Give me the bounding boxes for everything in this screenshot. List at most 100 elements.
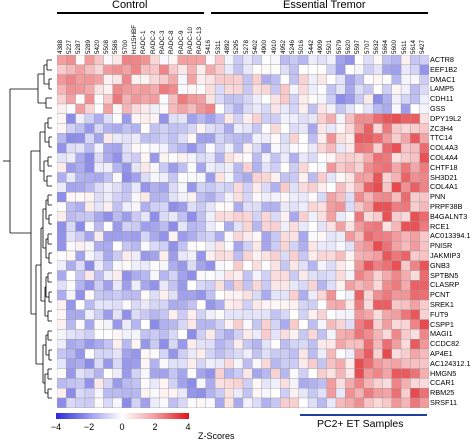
heatmap-cell [242, 94, 253, 105]
heatmap-cell [419, 388, 429, 399]
heatmap-cell [354, 162, 365, 173]
heatmap-cell [75, 290, 86, 301]
gene-label: RBM25 [430, 388, 455, 398]
heatmap-cell [335, 113, 346, 124]
heatmap-cell [187, 280, 197, 291]
heatmap-cell [410, 397, 420, 408]
heatmap-cell [84, 329, 95, 340]
heatmap-cell [242, 143, 253, 154]
heatmap-cell [75, 348, 86, 359]
heatmap-cell [196, 143, 206, 154]
heatmap-cell [214, 211, 225, 222]
heatmap-cell [335, 368, 346, 379]
heatmap-cell [75, 358, 86, 369]
heatmap-cell [419, 143, 429, 154]
heatmap-cell [391, 84, 402, 95]
heatmap-cell [242, 348, 253, 359]
heatmap-cell [307, 378, 318, 389]
heatmap-cell [121, 201, 132, 212]
heatmap-cell [149, 309, 160, 320]
heatmap-cell [149, 192, 160, 203]
heatmap-cell [131, 143, 141, 154]
heatmap-cell [307, 221, 318, 232]
heatmap-cell [196, 270, 206, 281]
heatmap-cell [419, 74, 429, 85]
heatmap-cell [410, 64, 420, 75]
heatmap-cell [391, 358, 402, 369]
heatmap-cell [233, 94, 244, 105]
heatmap-cell [289, 84, 299, 95]
heatmap-cell [363, 378, 374, 389]
heatmap-cell [131, 133, 141, 144]
heatmap-cell [224, 368, 234, 379]
heatmap-cell [261, 270, 272, 281]
heatmap-cell [84, 84, 95, 95]
heatmap-cell [261, 260, 272, 271]
sample-label: 5614 [410, 39, 418, 54]
heatmap-cell [149, 221, 160, 232]
heatmap-cell [298, 329, 309, 340]
heatmap-cell [94, 270, 104, 281]
heatmap-cell [57, 64, 67, 75]
heatmap-cell [317, 241, 327, 252]
heatmap-cell [307, 192, 318, 203]
heatmap-cell [112, 397, 123, 408]
heatmap-cell [354, 241, 365, 252]
gene-label: CHTF18 [430, 162, 458, 172]
heatmap-cell [103, 192, 113, 203]
heatmap-cell [75, 94, 86, 105]
sample-label: 5632 [372, 39, 380, 54]
heatmap-cell [298, 172, 309, 183]
heatmap-cell [224, 348, 234, 359]
heatmap-cell [75, 299, 86, 310]
heatmap-cell [75, 74, 86, 85]
heatmap-cell [140, 329, 151, 340]
heatmap-cell [298, 152, 309, 163]
heatmap-cell [233, 74, 244, 85]
heatmap-cell [84, 358, 95, 369]
heatmap-cell [233, 290, 244, 301]
heatmap-cell [270, 55, 281, 65]
heatmap-cell [140, 260, 151, 271]
heatmap-cell [363, 143, 374, 154]
heatmap-cell [224, 133, 234, 144]
heatmap-cell [168, 152, 179, 163]
heatmap-cell [289, 388, 299, 399]
heatmap-cell [419, 84, 429, 95]
heatmap-cell [317, 280, 327, 291]
heatmap-cell [159, 113, 169, 124]
heatmap-cell [187, 231, 197, 242]
heatmap-cell [261, 55, 272, 65]
heatmap-cell [84, 309, 95, 320]
heatmap-cell [373, 260, 383, 271]
heatmap-cell [363, 319, 374, 330]
heatmap-cell [270, 221, 281, 232]
heatmap-cell [140, 172, 151, 183]
heatmap-cell [94, 192, 104, 203]
heatmap-cell [177, 378, 188, 389]
gene-label: B4GALNT3 [430, 211, 468, 221]
heatmap-cell [335, 329, 346, 340]
control-group-bar [57, 12, 204, 14]
heatmap-cell [214, 241, 225, 252]
heatmap-cell [159, 192, 169, 203]
heatmap-cell [214, 339, 225, 350]
heatmap-cell [196, 231, 206, 242]
heatmap-cell [298, 84, 309, 95]
heatmap-cell [187, 162, 197, 173]
heatmap-cell [112, 388, 123, 399]
heatmap-cell [354, 211, 365, 222]
heatmap-cell [57, 231, 67, 242]
heatmap-cell [317, 113, 327, 124]
heatmap-cell [84, 143, 95, 154]
heatmap-cell [140, 309, 151, 320]
heatmap-cell [391, 339, 402, 350]
heatmap-cell [187, 290, 197, 301]
heatmap-cell [317, 123, 327, 134]
heatmap-cell [103, 143, 113, 154]
heatmap-cell [289, 231, 299, 242]
heatmap-cell [149, 103, 160, 114]
heatmap-cell [317, 348, 327, 359]
heatmap-cell [307, 260, 318, 271]
heatmap-cell [121, 152, 132, 163]
